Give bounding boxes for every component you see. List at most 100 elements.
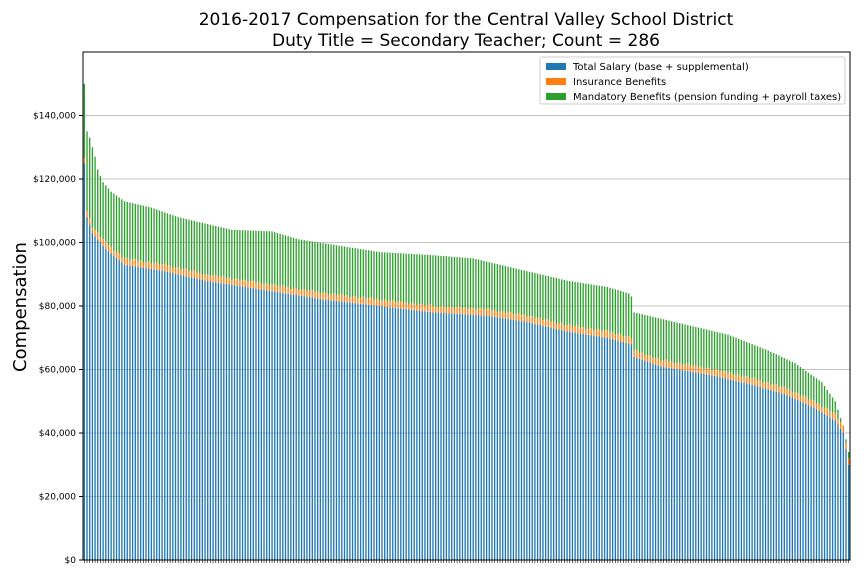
- bar-mandatory: [571, 281, 574, 327]
- bar-insurance: [459, 306, 461, 314]
- bar-salary: [585, 334, 587, 560]
- bar-mandatory: [91, 147, 94, 228]
- bar-mandatory: [292, 237, 295, 289]
- chart-title: 2016-2017 Compensation for the Central V…: [199, 10, 734, 30]
- bar-insurance: [118, 253, 120, 261]
- bar-salary: [164, 271, 166, 560]
- bar-mandatory: [456, 257, 458, 308]
- bar-mandatory: [418, 254, 421, 305]
- bar-salary: [236, 285, 238, 560]
- bar-insurance: [689, 365, 692, 372]
- bar-insurance: [531, 316, 533, 324]
- bar-insurance: [456, 307, 458, 314]
- bar-mandatory: [86, 131, 88, 212]
- bar-mandatory: [467, 257, 469, 310]
- bar-salary: [630, 344, 633, 560]
- bar-insurance: [129, 259, 131, 266]
- bar-mandatory: [469, 258, 472, 309]
- bar-salary: [705, 374, 708, 560]
- bar-insurance: [327, 294, 330, 300]
- bar-salary: [823, 413, 826, 560]
- bar-insurance: [204, 274, 206, 281]
- bar-mandatory: [118, 197, 120, 254]
- bar-mandatory: [754, 345, 756, 378]
- bar-salary: [432, 312, 434, 560]
- bar-salary: [338, 301, 340, 560]
- bar-insurance: [389, 300, 391, 308]
- bar-mandatory: [762, 348, 764, 383]
- bar-mandatory: [113, 193, 115, 251]
- bar-salary: [831, 418, 834, 560]
- bar-mandatory: [815, 378, 818, 404]
- bar-mandatory: [209, 224, 212, 277]
- bar-salary: [316, 298, 319, 560]
- bar-mandatory: [142, 205, 145, 263]
- bar-insurance: [611, 332, 614, 340]
- bar-insurance: [523, 314, 525, 322]
- bars: [83, 83, 850, 561]
- bar-salary: [587, 334, 590, 560]
- bar-mandatory: [805, 370, 807, 397]
- bar-insurance: [110, 246, 112, 254]
- bar-mandatory: [461, 257, 464, 309]
- bar-mandatory: [692, 326, 694, 366]
- bar-salary: [244, 286, 246, 560]
- bar-mandatory: [679, 323, 681, 363]
- bar-insurance: [322, 293, 324, 300]
- bar-insurance: [660, 360, 662, 367]
- bar-mandatory: [247, 230, 249, 282]
- bar-insurance: [700, 366, 702, 374]
- bar-salary: [118, 260, 120, 560]
- bar-insurance: [410, 303, 413, 310]
- bar-insurance: [703, 368, 705, 374]
- bar-insurance: [271, 284, 273, 292]
- bar-mandatory: [488, 262, 490, 309]
- bar-insurance: [480, 307, 482, 316]
- bar-salary: [807, 405, 810, 560]
- bar-salary: [799, 401, 802, 560]
- bar-insurance: [542, 320, 544, 326]
- bar-insurance: [266, 283, 268, 291]
- bar-mandatory: [408, 253, 410, 305]
- bar-salary: [829, 417, 831, 560]
- bar-salary: [628, 343, 630, 560]
- bar-mandatory: [598, 285, 600, 330]
- bar-mandatory: [716, 332, 718, 370]
- bar-insurance: [601, 331, 603, 337]
- bar-mandatory: [325, 243, 327, 293]
- bar-insurance: [839, 422, 842, 429]
- bar-mandatory: [510, 267, 512, 312]
- bar-mandatory: [574, 281, 576, 327]
- bar-salary: [174, 273, 177, 560]
- bar-salary: [606, 337, 608, 560]
- bar-insurance: [83, 158, 86, 164]
- bar-salary: [713, 375, 716, 560]
- bar-mandatory: [381, 252, 383, 301]
- bar-mandatory: [110, 191, 112, 247]
- bar-salary: [834, 420, 836, 560]
- bar-insurance: [416, 305, 418, 311]
- x-axis: [84, 560, 849, 563]
- bar-insurance: [161, 264, 163, 271]
- bar-mandatory: [740, 339, 743, 377]
- y-tick-label: $0: [65, 556, 77, 566]
- bar-insurance: [429, 304, 431, 313]
- bar-mandatory: [697, 327, 700, 368]
- bar-mandatory: [687, 325, 689, 364]
- bar-insurance: [177, 267, 179, 275]
- bar-insurance: [190, 270, 193, 278]
- bar-salary: [330, 300, 332, 560]
- bar-salary: [212, 281, 214, 560]
- bar-salary: [180, 274, 182, 560]
- bar-salary: [91, 232, 94, 560]
- bar-salary: [172, 272, 174, 560]
- bar-salary: [810, 406, 812, 560]
- bar-insurance: [145, 262, 147, 269]
- bar-salary: [762, 387, 764, 560]
- bar-salary: [308, 297, 311, 560]
- bar-insurance: [716, 369, 718, 377]
- bar-salary: [375, 305, 378, 560]
- y-tick-label: $120,000: [33, 175, 76, 185]
- legend-swatch: [546, 63, 566, 70]
- bar-insurance: [534, 318, 536, 324]
